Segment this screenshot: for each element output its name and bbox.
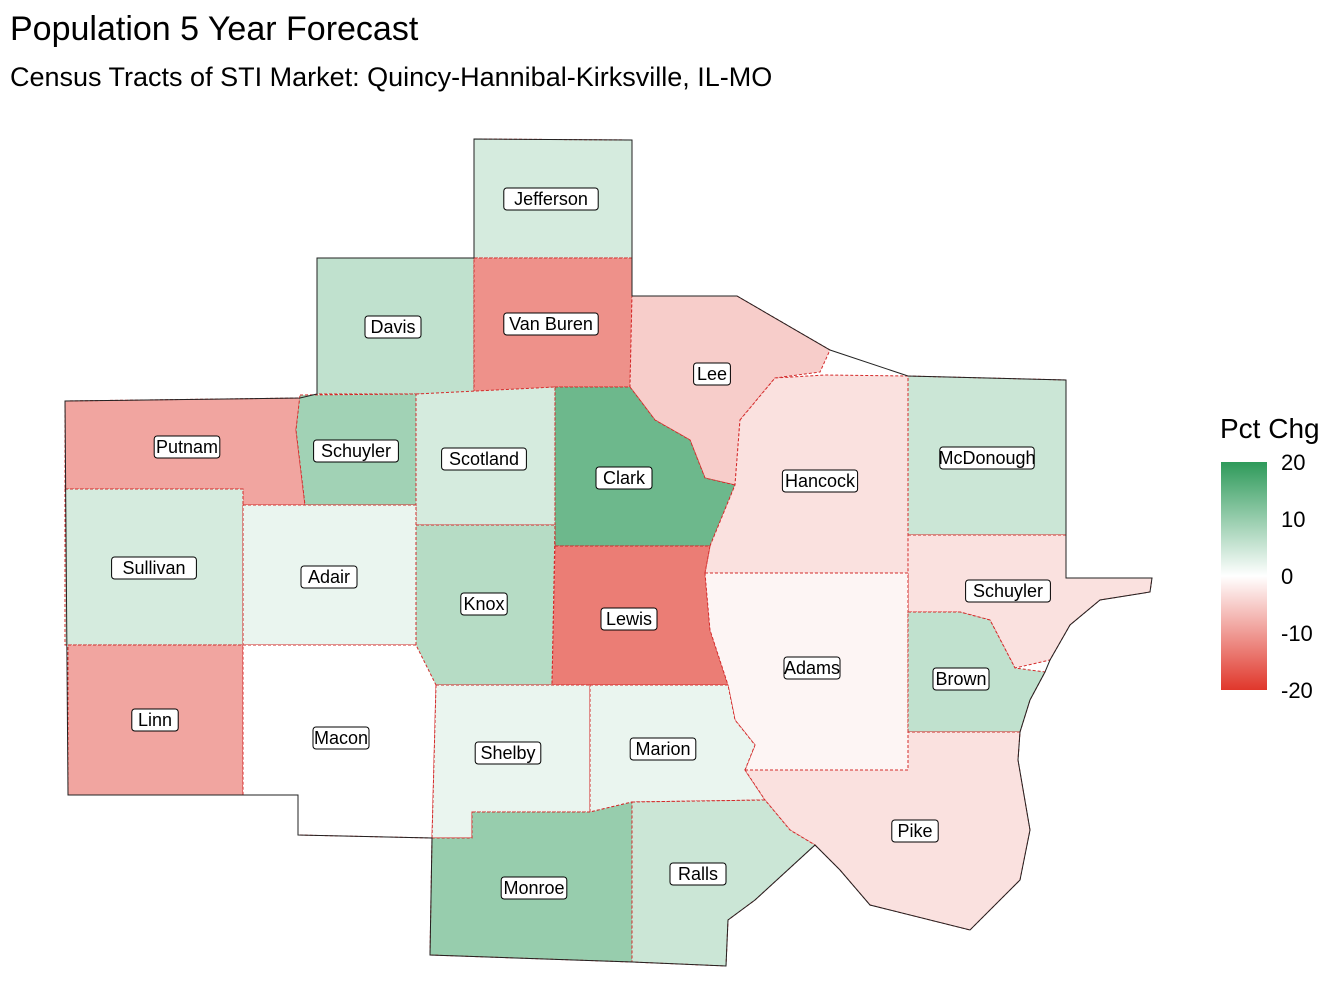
legend-title: Pct Chg <box>1220 413 1320 444</box>
county-name: Putnam <box>156 437 218 457</box>
county-label-box <box>693 362 731 386</box>
county-name: Schuyler <box>321 441 391 461</box>
legend-tick-label: -10 <box>1281 621 1313 646</box>
county-label-box <box>131 708 179 732</box>
county-label: Van Buren <box>503 312 599 336</box>
county-name: Sullivan <box>122 558 185 578</box>
county-label: Marion <box>629 737 697 761</box>
county-label: Macon <box>312 726 370 750</box>
county-label-box <box>600 607 658 631</box>
county-name: Davis <box>370 317 415 337</box>
map-subtitle: Census Tracts of STI Market: Quincy-Hann… <box>10 62 773 92</box>
region-outline <box>64 138 1153 967</box>
county-label-box <box>891 819 939 843</box>
map-title: Population 5 Year Forecast <box>10 10 419 48</box>
county-label-box <box>460 592 508 616</box>
county-name: Adair <box>308 567 350 587</box>
county-label-box <box>939 446 1035 470</box>
county-label: Brown <box>932 667 990 691</box>
county-label-box <box>153 435 221 459</box>
county-label: Adams <box>783 656 841 680</box>
county-name: Shelby <box>480 743 535 763</box>
legend-color-bar <box>1221 462 1267 690</box>
county-label: Adair <box>300 565 358 589</box>
legend-tick-label: 20 <box>1281 450 1306 475</box>
county-label: Monroe <box>500 876 568 900</box>
county-label-box <box>111 556 197 580</box>
county-label-box <box>364 315 422 339</box>
county-label: Clark <box>595 466 653 490</box>
county-label-box <box>474 741 542 765</box>
county-label: Lewis <box>600 607 658 631</box>
county-name: Monroe <box>503 878 564 898</box>
county-label: Jefferson <box>503 187 599 211</box>
county-label: Knox <box>460 592 508 616</box>
county-label-box <box>503 187 599 211</box>
legend-tick-label: 10 <box>1281 507 1306 532</box>
county-name: Adams <box>784 658 840 678</box>
county-label-box <box>781 469 859 493</box>
county-name: Clark <box>603 468 646 488</box>
county-name: Scotland <box>449 449 519 469</box>
county-name: Hancock <box>785 471 856 491</box>
legend-tick-label: -20 <box>1281 678 1313 703</box>
county-label: Linn <box>131 708 179 732</box>
county-label-box <box>932 667 990 691</box>
county-name: Pike <box>897 821 932 841</box>
county-label: Ralls <box>669 862 727 886</box>
county-name: Marion <box>635 739 690 759</box>
county-name: Ralls <box>678 864 718 884</box>
county-name: Jefferson <box>514 189 588 209</box>
county-label: Schuyler <box>965 579 1051 603</box>
county-label: Hancock <box>781 469 859 493</box>
county-label: Shelby <box>474 741 542 765</box>
county-name: Schuyler <box>973 581 1043 601</box>
county-name: Knox <box>463 594 504 614</box>
county-name: Van Buren <box>509 314 593 334</box>
county-label-box <box>441 447 527 471</box>
county-label-box <box>312 726 370 750</box>
county-label-box <box>300 565 358 589</box>
county-label-box <box>965 579 1051 603</box>
county-label: Sullivan <box>111 556 197 580</box>
county-label: Putnam <box>153 435 221 459</box>
county-label-box <box>500 876 568 900</box>
county-label: Davis <box>364 315 422 339</box>
county-name: Lee <box>697 364 727 384</box>
county-label: Schuyler <box>313 439 399 463</box>
county-label-box <box>629 737 697 761</box>
county-label-box <box>595 466 653 490</box>
county-label: McDonough <box>938 446 1036 470</box>
county-name: Linn <box>138 710 172 730</box>
county-label: Pike <box>891 819 939 843</box>
county-label-box <box>313 439 399 463</box>
county-label-box <box>783 656 841 680</box>
county-name: Brown <box>935 669 986 689</box>
county-name: Lewis <box>606 609 652 629</box>
county-label-box <box>669 862 727 886</box>
county-name: Macon <box>314 728 368 748</box>
legend-tick-label: 0 <box>1281 564 1294 589</box>
county-label-box <box>503 312 599 336</box>
county-label: Scotland <box>441 447 527 471</box>
county-label: Lee <box>693 362 731 386</box>
county-name: McDonough <box>938 448 1035 468</box>
